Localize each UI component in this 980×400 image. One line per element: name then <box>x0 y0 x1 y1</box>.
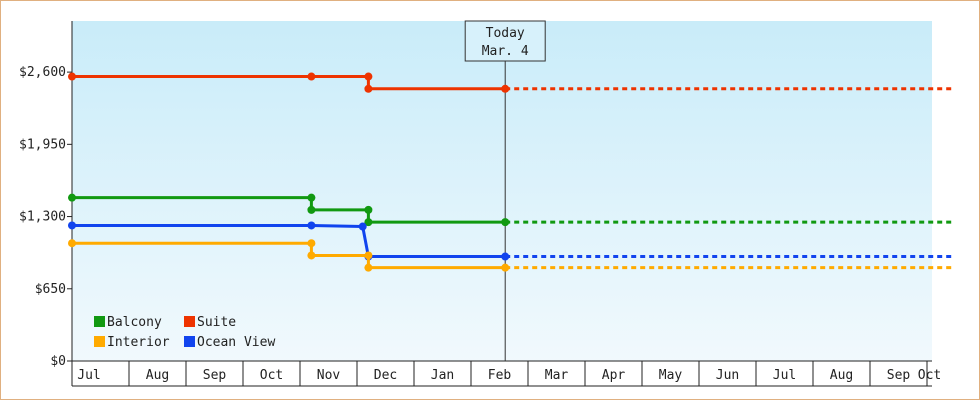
x-axis: Jul Aug Sep Oct Nov Dec Jan Feb Mar Apr May Jun Jul A… <box>71 360 941 387</box>
legend-swatch-ocean-view <box>184 336 195 347</box>
y-tick-label: $1,300 <box>19 210 66 225</box>
x-tick-label: Sep <box>887 368 911 383</box>
x-tick-label: May <box>659 368 683 383</box>
data-point-suite <box>501 84 510 93</box>
x-tick-label: Jul <box>773 368 796 383</box>
legend-swatch-interior <box>94 336 105 347</box>
series-lines <box>68 72 953 272</box>
legend-label-balcony: Balcony <box>107 315 162 330</box>
data-point-suite <box>364 72 373 81</box>
y-tick-label: $650 <box>35 282 66 297</box>
legend-label-interior: Interior <box>107 335 170 350</box>
data-point-interior <box>501 263 510 272</box>
data-point-balcony <box>68 193 76 202</box>
today-box <box>464 20 546 62</box>
data-point-ocean-view <box>358 222 367 231</box>
legend-swatch-balcony <box>94 316 105 327</box>
y-tick-label: $2,600 <box>19 65 66 80</box>
legend-label-suite: Suite <box>197 315 236 330</box>
data-point-balcony <box>364 218 373 227</box>
x-tick-label: Dec <box>374 368 397 383</box>
x-tick-label: Sep <box>203 368 227 383</box>
x-tick-label: Oct <box>918 368 941 383</box>
data-point-suite <box>364 84 373 93</box>
data-point-interior <box>364 251 373 260</box>
x-tick-label: Jun <box>716 368 739 383</box>
y-axis: $0 $650 $1,300 $1,950 $2,600 <box>19 21 73 369</box>
y-tick-label: $1,950 <box>19 137 66 152</box>
data-point-interior <box>307 251 316 260</box>
data-point-ocean-view <box>307 221 316 230</box>
x-tick-label: Jul <box>77 368 100 383</box>
x-tick-label: Aug <box>830 368 853 383</box>
legend-swatch-suite <box>184 316 195 327</box>
today-marker: Today Mar. 4 <box>464 20 546 361</box>
data-point-ocean-view <box>68 221 76 230</box>
x-tick-label: Jan <box>431 368 454 383</box>
data-point-balcony <box>307 193 316 202</box>
legend: Balcony Suite Interior Ocean View <box>94 315 275 350</box>
data-point-balcony <box>307 205 316 214</box>
data-point-suite <box>307 72 316 81</box>
x-tick-label: Feb <box>488 368 512 383</box>
data-point-ocean-view <box>501 252 510 261</box>
x-tick-label: Aug <box>146 368 169 383</box>
x-tick-label: Apr <box>602 368 626 383</box>
series-line-interior <box>72 241 506 270</box>
series-line-balcony <box>72 196 506 224</box>
data-point-suite <box>68 72 76 81</box>
data-point-balcony <box>364 205 373 214</box>
data-point-interior <box>68 239 76 248</box>
x-tick-label: Oct <box>260 368 283 383</box>
data-point-balcony <box>501 218 510 227</box>
today-date: Mar. 4 <box>482 44 529 59</box>
data-point-interior <box>364 263 373 272</box>
today-label: Today <box>486 26 525 41</box>
y-tick-label: $0 <box>50 354 66 369</box>
data-point-interior <box>307 239 316 248</box>
plot-background <box>72 21 932 361</box>
x-tick-label: Nov <box>317 368 341 383</box>
x-tick-label: Mar <box>545 368 569 383</box>
legend-label-ocean-view: Ocean View <box>197 335 275 350</box>
